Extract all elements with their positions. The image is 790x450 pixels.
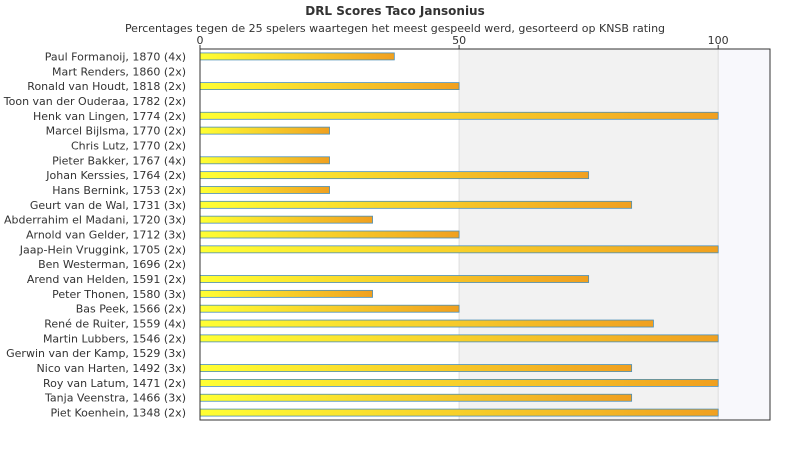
- category-label: Jaap-Hein Vruggink, 1705 (2x): [19, 243, 186, 256]
- category-label: Hans Bernink, 1753 (2x): [52, 184, 186, 197]
- plot-frame: [199, 48, 771, 421]
- bar: [199, 304, 460, 313]
- chart-subtitle: Percentages tegen de 25 spelers waartege…: [124, 22, 666, 35]
- category-label: Johan Kerssies, 1764 (2x): [45, 169, 186, 182]
- plot-band: [459, 49, 719, 420]
- bar: [199, 393, 633, 402]
- category-label: Arnold van Gelder, 1712 (3x): [26, 229, 186, 242]
- category-label: Piet Koenhein, 1348 (2x): [50, 407, 186, 420]
- category-label: Martin Lubbers, 1546 (2x): [43, 332, 186, 345]
- bar: [199, 245, 719, 254]
- category-label: Pieter Bakker, 1767 (4x): [52, 154, 186, 167]
- bar: [199, 334, 719, 343]
- category-label: Bas Peek, 1566 (2x): [76, 303, 186, 316]
- bar: [199, 319, 654, 328]
- bar: [199, 52, 395, 61]
- category-label: Roy van Latum, 1471 (2x): [43, 377, 186, 390]
- bar: [199, 230, 460, 239]
- plot-band: [718, 49, 770, 420]
- category-label: Arend van Helden, 1591 (2x): [27, 273, 186, 286]
- category-label: Tanja Veenstra, 1466 (3x): [44, 392, 186, 405]
- category-label: Ben Westerman, 1696 (2x): [38, 258, 186, 271]
- category-label: Henk van Lingen, 1774 (2x): [33, 110, 186, 123]
- category-label: Peter Thonen, 1580 (3x): [52, 288, 186, 301]
- x-tick-label: 50: [452, 34, 466, 47]
- bar: [199, 126, 330, 135]
- x-tick-label: 0: [197, 34, 204, 47]
- bar: [199, 82, 460, 90]
- bar: [199, 156, 330, 165]
- bar: [199, 200, 633, 209]
- category-label: Abderrahim el Madani, 1720 (3x): [4, 214, 186, 227]
- bar: [199, 289, 373, 298]
- category-label: Geurt van de Wal, 1731 (3x): [30, 199, 186, 212]
- bar: [199, 408, 719, 417]
- x-tick-label: 100: [708, 34, 729, 47]
- category-label: Gerwin van der Kamp, 1529 (3x): [6, 347, 186, 360]
- category-label: René de Ruiter, 1559 (4x): [44, 318, 186, 331]
- bar: [199, 186, 330, 194]
- bar: [199, 364, 633, 372]
- chart-title: DRL Scores Taco Jansonius: [305, 4, 485, 18]
- category-label: Chris Lutz, 1770 (2x): [71, 139, 186, 152]
- category-label: Paul Formanoij, 1870 (4x): [45, 50, 186, 63]
- bar: [199, 215, 373, 224]
- category-label: Toon van der Ouderaa, 1782 (2x): [3, 95, 186, 108]
- category-label: Nico van Harten, 1492 (3x): [37, 362, 186, 375]
- category-label: Mart Renders, 1860 (2x): [52, 65, 186, 78]
- bar: [199, 275, 590, 283]
- category-label: Marcel Bijlsma, 1770 (2x): [46, 125, 186, 138]
- bar: [199, 378, 719, 387]
- category-label: Ronald van Houdt, 1818 (2x): [27, 80, 186, 93]
- bar: [199, 111, 719, 120]
- bar: [199, 171, 590, 180]
